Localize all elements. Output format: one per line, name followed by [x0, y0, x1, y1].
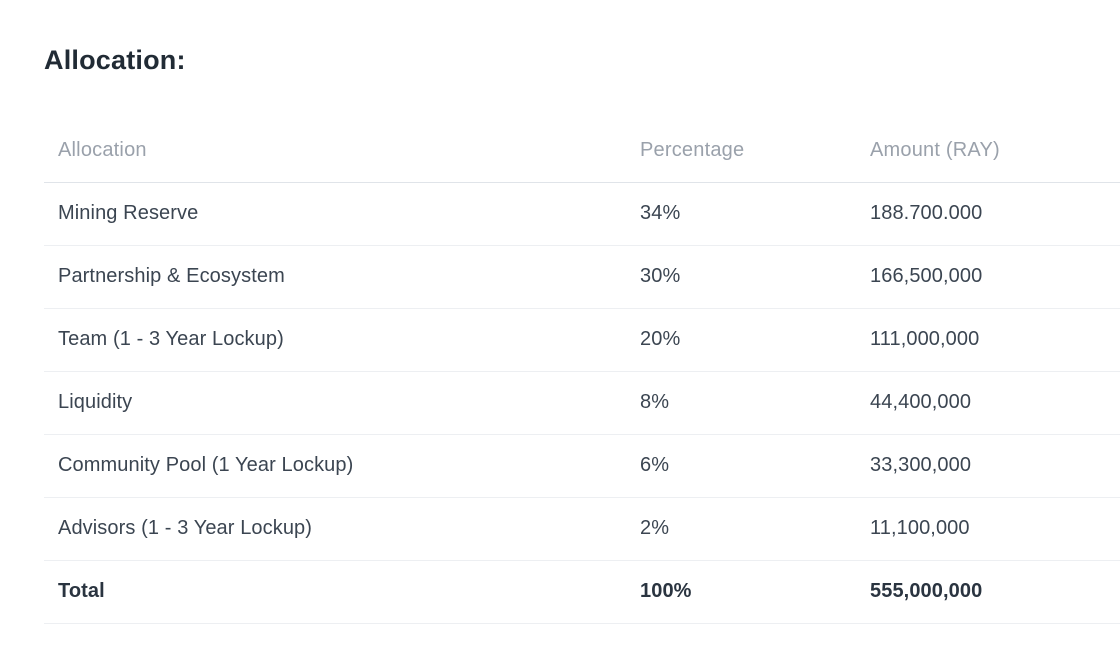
- column-header-allocation: Allocation: [44, 120, 640, 183]
- cell-amount: 11,100,000: [870, 497, 1120, 561]
- table-header-row: Allocation Percentage Amount (RAY): [44, 120, 1120, 183]
- cell-amount: 188.700.000: [870, 182, 1120, 246]
- cell-percentage: 34%: [640, 182, 870, 246]
- cell-percentage: 2%: [640, 497, 870, 561]
- table-row: Liquidity 8% 44,400,000: [44, 371, 1120, 435]
- cell-total-percentage: 100%: [640, 560, 870, 624]
- cell-amount: 111,000,000: [870, 308, 1120, 372]
- cell-allocation: Partnership & Ecosystem: [44, 245, 640, 309]
- cell-allocation: Advisors (1 - 3 Year Lockup): [44, 497, 640, 561]
- allocation-table: Allocation Percentage Amount (RAY) Minin…: [44, 120, 1120, 624]
- column-header-amount: Amount (RAY): [870, 120, 1120, 183]
- cell-percentage: 8%: [640, 371, 870, 435]
- table-row: Partnership & Ecosystem 30% 166,500,000: [44, 245, 1120, 309]
- table-row: Team (1 - 3 Year Lockup) 20% 111,000,000: [44, 308, 1120, 372]
- cell-allocation: Mining Reserve: [44, 182, 640, 246]
- cell-total-amount: 555,000,000: [870, 560, 1120, 624]
- table-total-row: Total 100% 555,000,000: [44, 560, 1120, 624]
- table-row: Advisors (1 - 3 Year Lockup) 2% 11,100,0…: [44, 497, 1120, 561]
- allocation-table-container: Allocation Percentage Amount (RAY) Minin…: [44, 120, 1120, 624]
- cell-allocation: Liquidity: [44, 371, 640, 435]
- cell-allocation: Community Pool (1 Year Lockup): [44, 434, 640, 498]
- cell-percentage: 30%: [640, 245, 870, 309]
- table-row: Mining Reserve 34% 188.700.000: [44, 182, 1120, 246]
- cell-amount: 33,300,000: [870, 434, 1120, 498]
- cell-allocation: Team (1 - 3 Year Lockup): [44, 308, 640, 372]
- cell-percentage: 6%: [640, 434, 870, 498]
- cell-percentage: 20%: [640, 308, 870, 372]
- column-header-percentage: Percentage: [640, 120, 870, 183]
- cell-amount: 44,400,000: [870, 371, 1120, 435]
- table-row: Community Pool (1 Year Lockup) 6% 33,300…: [44, 434, 1120, 498]
- page-title: Allocation:: [44, 45, 186, 75]
- cell-amount: 166,500,000: [870, 245, 1120, 309]
- cell-total-label: Total: [44, 560, 640, 624]
